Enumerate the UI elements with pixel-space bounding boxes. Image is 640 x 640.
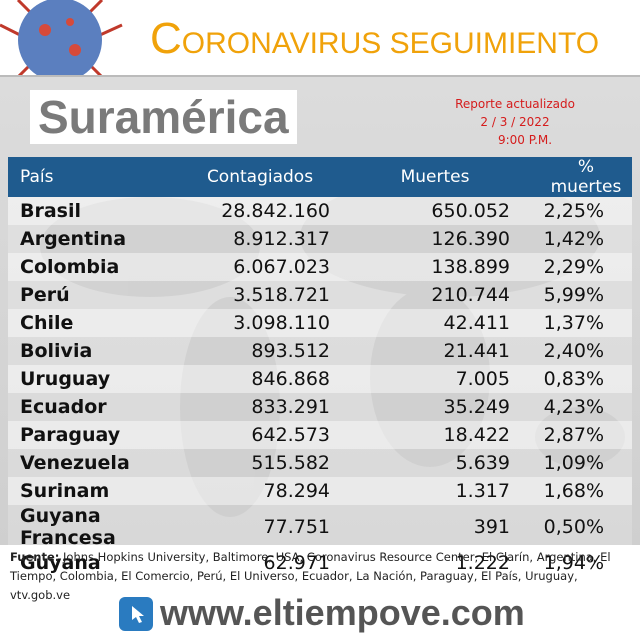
country-cell: Argentina bbox=[8, 225, 190, 253]
value-cell: 1,42% bbox=[510, 225, 632, 253]
value-cell: 642.573 bbox=[190, 421, 330, 449]
report-label: Reporte actualizado bbox=[455, 97, 575, 111]
table-row: Bolivia 893.512 21.441 2,40% bbox=[8, 337, 632, 365]
value-cell: 18.422 bbox=[330, 421, 510, 449]
value-cell: 28.842.160 bbox=[190, 197, 330, 225]
country-cell: Chile bbox=[8, 309, 190, 337]
country-cell: Venezuela bbox=[8, 449, 190, 477]
click-icon bbox=[119, 597, 153, 631]
value-cell: 6.067.023 bbox=[190, 253, 330, 281]
value-cell: 2,25% bbox=[510, 197, 632, 225]
value-cell: 1,68% bbox=[510, 477, 632, 505]
table-row: Uruguay 846.868 7.005 0,83% bbox=[8, 365, 632, 393]
country-cell: Perú bbox=[8, 281, 190, 309]
column-header: País bbox=[8, 157, 190, 197]
country-cell: Uruguay bbox=[8, 365, 190, 393]
value-cell: 210.744 bbox=[330, 281, 510, 309]
value-cell: 5,99% bbox=[510, 281, 632, 309]
title-main: CORONAVIRUS bbox=[150, 14, 382, 63]
report-info: Reporte actualizado 2 / 3 / 2022 9:00 P.… bbox=[440, 95, 590, 149]
value-cell: 3.518.721 bbox=[190, 281, 330, 309]
value-cell: 42.411 bbox=[330, 309, 510, 337]
value-cell: 650.052 bbox=[330, 197, 510, 225]
value-cell: 515.582 bbox=[190, 449, 330, 477]
region-title: Suramérica bbox=[30, 90, 297, 144]
country-cell: Guyana Francesa bbox=[8, 505, 190, 549]
table-row: Argentina 8.912.317 126.390 1,42% bbox=[8, 225, 632, 253]
country-cell: Bolivia bbox=[8, 337, 190, 365]
value-cell: 21.441 bbox=[330, 337, 510, 365]
country-cell: Surinam bbox=[8, 477, 190, 505]
value-cell: 2,87% bbox=[510, 421, 632, 449]
value-cell: 126.390 bbox=[330, 225, 510, 253]
table-row: Venezuela 515.582 5.639 1,09% bbox=[8, 449, 632, 477]
value-cell: 1,37% bbox=[510, 309, 632, 337]
value-cell: 1,09% bbox=[510, 449, 632, 477]
value-cell: 833.291 bbox=[190, 393, 330, 421]
value-cell: 138.899 bbox=[330, 253, 510, 281]
value-cell: 1.317 bbox=[330, 477, 510, 505]
value-cell: 2,29% bbox=[510, 253, 632, 281]
country-cell: Paraguay bbox=[8, 421, 190, 449]
value-cell: 1.222 bbox=[330, 549, 510, 577]
value-cell: 0,50% bbox=[510, 505, 632, 549]
value-cell: 5.639 bbox=[330, 449, 510, 477]
value-cell: 7.005 bbox=[330, 365, 510, 393]
virus-icon bbox=[0, 0, 123, 75]
value-cell: 62.971 bbox=[190, 549, 330, 577]
top-band: CORONAVIRUS SEGUIMIENTO bbox=[0, 0, 640, 77]
column-header: Muertes bbox=[330, 157, 510, 197]
value-cell: 4,23% bbox=[510, 393, 632, 421]
country-cell: Brasil bbox=[8, 197, 190, 225]
value-cell: 3.098.110 bbox=[190, 309, 330, 337]
title-sub: SEGUIMIENTO bbox=[389, 27, 600, 60]
value-cell: 391 bbox=[330, 505, 510, 549]
country-cell: Guyana bbox=[8, 549, 190, 577]
column-header: Contagiados bbox=[190, 157, 330, 197]
value-cell: 893.512 bbox=[190, 337, 330, 365]
value-cell: 846.868 bbox=[190, 365, 330, 393]
table-row: Surinam 78.294 1.317 1,68% bbox=[8, 477, 632, 505]
value-cell: 2,40% bbox=[510, 337, 632, 365]
country-cell: Colombia bbox=[8, 253, 190, 281]
website[interactable]: www.eltiempove.com bbox=[160, 592, 525, 633]
value-cell: 0,83% bbox=[510, 365, 632, 393]
table-row: Perú 3.518.721 210.744 5,99% bbox=[8, 281, 632, 309]
header-row: País Contagiados Muertes % muertes bbox=[8, 157, 632, 197]
column-header: % muertes bbox=[510, 157, 632, 197]
table-row: Paraguay 642.573 18.422 2,87% bbox=[8, 421, 632, 449]
title: CORONAVIRUS SEGUIMIENTO bbox=[150, 14, 599, 64]
table-row: Colombia 6.067.023 138.899 2,29% bbox=[8, 253, 632, 281]
table-row: Brasil 28.842.160 650.052 2,25% bbox=[8, 197, 632, 225]
table-row: Guyana Francesa 77.751 391 0,50% bbox=[8, 505, 632, 549]
value-cell: 1,94% bbox=[510, 549, 632, 577]
value-cell: 78.294 bbox=[190, 477, 330, 505]
value-cell: 77.751 bbox=[190, 505, 330, 549]
report-time: 9:00 P.M. bbox=[497, 133, 553, 147]
report-date: 2 / 3 / 2022 bbox=[480, 115, 550, 129]
source-text: Johns Hopkins University, Baltimore, USA… bbox=[10, 550, 611, 602]
table-row: Guyana 62.971 1.222 1,94% bbox=[8, 549, 632, 577]
table-row: Ecuador 833.291 35.249 4,23% bbox=[8, 393, 632, 421]
table-row: Chile 3.098.110 42.411 1,37% bbox=[8, 309, 632, 337]
source-label: Fuente: bbox=[10, 550, 60, 564]
country-cell: Ecuador bbox=[8, 393, 190, 421]
value-cell: 8.912.317 bbox=[190, 225, 330, 253]
data-table: País Contagiados Muertes % muertes Brasi… bbox=[8, 157, 632, 577]
source-note: Fuente: Johns Hopkins University, Baltim… bbox=[10, 548, 630, 605]
value-cell: 35.249 bbox=[330, 393, 510, 421]
